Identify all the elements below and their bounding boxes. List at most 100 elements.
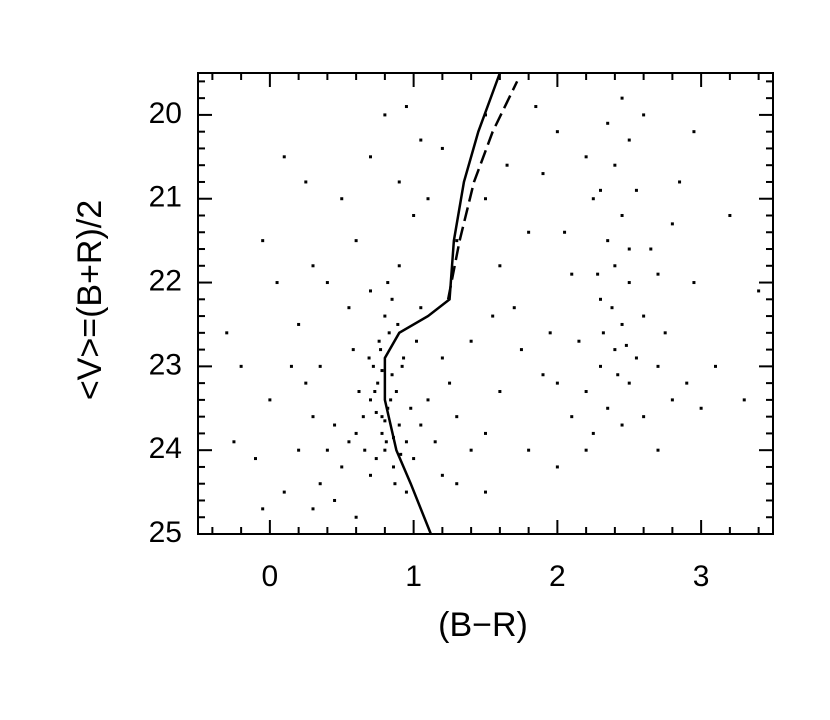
star-point [599, 364, 602, 368]
star-point [396, 322, 400, 326]
star-point [297, 322, 301, 326]
star-point [333, 423, 337, 427]
star-point [642, 415, 646, 419]
star-point [620, 322, 624, 326]
star-point [225, 331, 229, 335]
x-axis-label: (B−R) [438, 606, 528, 644]
star-point [419, 138, 423, 142]
star-point [656, 364, 660, 368]
star-point [606, 121, 610, 125]
star-point [591, 431, 595, 435]
star-point [627, 281, 631, 285]
star-point [570, 415, 574, 419]
star-point [610, 306, 614, 310]
y-tick-label: 22 [149, 264, 182, 297]
star-point [606, 239, 610, 243]
star-point [311, 415, 315, 419]
star-point [389, 398, 393, 402]
star-point [363, 448, 367, 452]
star-point [357, 390, 361, 394]
star-point [311, 264, 315, 268]
star-point [383, 314, 387, 318]
star-point [371, 364, 375, 368]
star-point [297, 448, 301, 452]
star-point [325, 448, 329, 452]
star-point [484, 431, 487, 435]
star-point [261, 239, 265, 243]
star-point [555, 130, 559, 134]
star-point [390, 297, 394, 301]
star-point [620, 96, 624, 100]
isochrone [383, 72, 502, 535]
star-point [426, 197, 430, 201]
x-tick-label: 2 [549, 560, 566, 593]
star-point [448, 381, 452, 385]
star-point [390, 373, 394, 377]
star-point [383, 448, 387, 452]
star-point [340, 197, 344, 201]
isochrone-dashed [446, 80, 519, 300]
star-point [606, 406, 610, 410]
star-point [232, 440, 236, 444]
x-tick-label: 1 [405, 560, 422, 593]
star-point [627, 138, 631, 142]
star-point [670, 222, 674, 226]
star-point [402, 356, 406, 360]
star-point [419, 306, 423, 310]
star-point [649, 247, 653, 251]
star-point [685, 381, 689, 385]
star-point [384, 440, 388, 444]
star-point [383, 419, 387, 423]
star-point [599, 188, 602, 192]
star-point [394, 390, 398, 394]
star-point [412, 457, 416, 461]
star-point [397, 423, 401, 427]
star-point [548, 331, 552, 335]
star-point [393, 482, 397, 486]
star-point [527, 448, 531, 452]
star-point [369, 155, 372, 159]
star-point [656, 272, 660, 276]
star-point [519, 348, 523, 352]
star-point [373, 390, 377, 394]
star-point [728, 213, 732, 217]
star-point [634, 188, 638, 192]
star-point [692, 281, 696, 285]
plot-frame [197, 72, 774, 535]
star-point [374, 457, 378, 461]
star-point [692, 130, 696, 134]
star-point [534, 105, 538, 109]
star-point [354, 515, 358, 519]
star-point [387, 331, 391, 335]
star-point [254, 457, 257, 461]
star-point [399, 452, 403, 456]
star-point [440, 146, 444, 150]
y-tick-label: 23 [149, 348, 182, 381]
star-point [282, 155, 286, 159]
star-point [440, 356, 444, 360]
star-point [404, 105, 408, 109]
x-tick-label: 3 [693, 560, 710, 593]
star-point [455, 239, 459, 243]
star-point [570, 272, 574, 276]
star-point [400, 364, 404, 368]
star-point [347, 306, 351, 310]
star-point [484, 490, 487, 494]
star-point [670, 398, 674, 402]
star-point [380, 431, 384, 435]
star-point [624, 343, 628, 347]
star-point [426, 398, 430, 402]
star-point [527, 230, 531, 234]
star-point [392, 465, 395, 469]
star-point [599, 297, 602, 301]
star-point [584, 448, 588, 452]
star-point [498, 390, 502, 394]
star-point [699, 406, 703, 410]
star-point [383, 113, 387, 117]
star-point [678, 180, 682, 184]
star-point [469, 448, 473, 452]
star-point [377, 339, 381, 343]
star-point [239, 364, 243, 368]
